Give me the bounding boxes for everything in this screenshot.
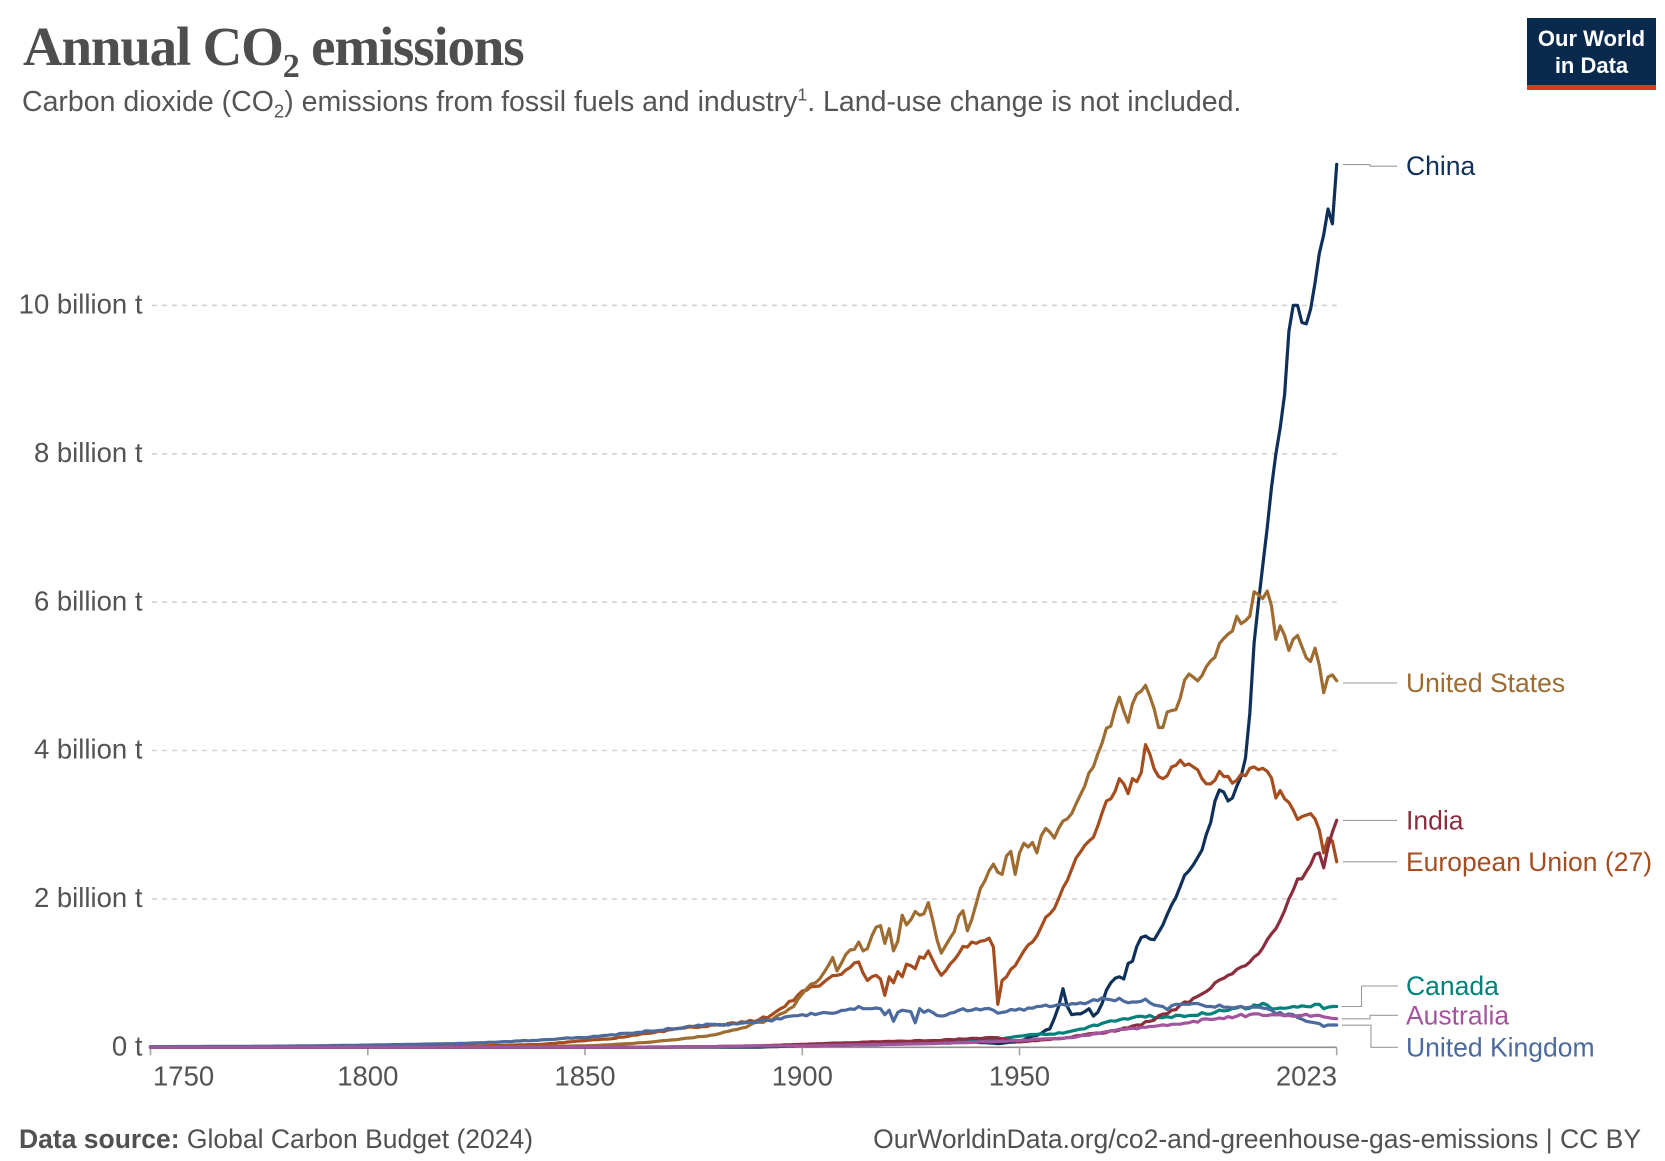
svg-text:8 billion t: 8 billion t — [34, 437, 143, 468]
svg-text:Canada: Canada — [1406, 971, 1499, 1001]
svg-text:10 billion t: 10 billion t — [19, 289, 143, 320]
svg-text:European Union (27): European Union (27) — [1406, 847, 1652, 877]
svg-text:6 billion t: 6 billion t — [34, 585, 143, 616]
svg-text:India: India — [1406, 805, 1464, 835]
svg-text:4 billion t: 4 billion t — [34, 734, 143, 765]
svg-text:United States: United States — [1406, 668, 1565, 698]
svg-text:1900: 1900 — [772, 1061, 833, 1092]
svg-text:2023: 2023 — [1276, 1061, 1337, 1092]
svg-text:0 t: 0 t — [112, 1031, 143, 1062]
svg-text:China: China — [1406, 151, 1476, 181]
svg-text:1750: 1750 — [153, 1061, 214, 1092]
svg-text:1950: 1950 — [989, 1061, 1050, 1092]
svg-text:2 billion t: 2 billion t — [34, 882, 143, 913]
svg-text:Australia: Australia — [1406, 1000, 1509, 1030]
svg-text:1850: 1850 — [554, 1061, 615, 1092]
svg-text:United Kingdom: United Kingdom — [1406, 1032, 1595, 1062]
svg-text:1800: 1800 — [337, 1061, 398, 1092]
